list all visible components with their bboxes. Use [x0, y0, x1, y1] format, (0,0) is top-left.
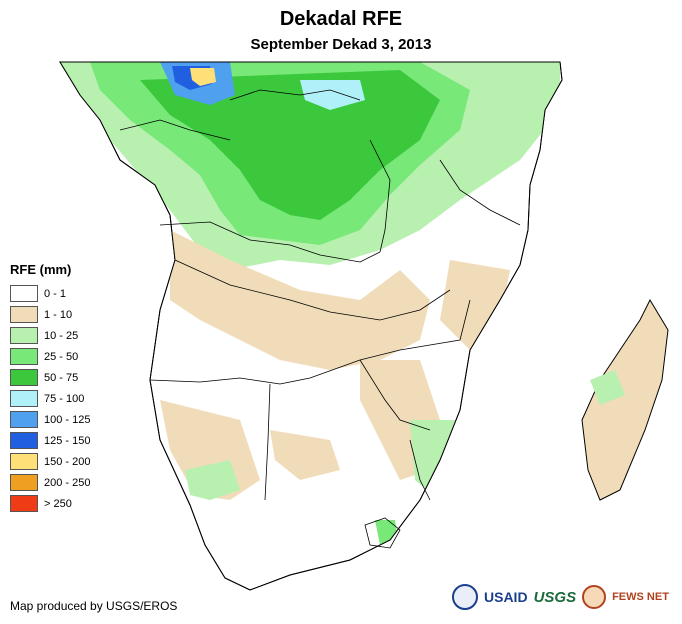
legend-rows: 0 - 1 1 - 10 10 - 25 25 - 50 50 - 75 75 - 100…: [10, 283, 90, 514]
legend-item: 0 - 1: [10, 283, 90, 304]
legend-swatch: [10, 495, 38, 512]
legend-swatch: [10, 474, 38, 491]
fews-net-emblem-icon: [582, 585, 607, 609]
legend-item: 125 - 150: [10, 430, 90, 451]
legend-swatch: [10, 432, 38, 449]
usgs-logo: USGS: [533, 588, 577, 606]
logo-strip: USAID USGS FEWS NET: [452, 584, 669, 610]
legend-swatch: [10, 453, 38, 470]
legend-item: 150 - 200: [10, 451, 90, 472]
legend-item: > 250: [10, 493, 90, 514]
legend-label: 100 - 125: [44, 413, 91, 426]
credit-text: Map produced by USGS/EROS: [10, 599, 178, 613]
legend-item: 100 - 125: [10, 409, 90, 430]
legend-swatch: [10, 411, 38, 428]
legend-swatch: [10, 327, 38, 344]
legend-item: 1 - 10: [10, 304, 90, 325]
legend-label: 0 - 1: [44, 287, 67, 300]
legend-item: 200 - 250: [10, 472, 90, 493]
legend-label: 10 - 25: [44, 329, 79, 342]
legend-swatch: [10, 285, 38, 302]
legend-item: 25 - 50: [10, 346, 90, 367]
legend-item: 50 - 75: [10, 367, 90, 388]
legend-label: 1 - 10: [44, 308, 73, 321]
map-subtitle: September Dekad 3, 2013: [250, 36, 432, 53]
legend-label: 200 - 250: [44, 476, 91, 489]
madagascar: [581, 298, 669, 501]
legend-swatch: [10, 306, 38, 323]
legend-label: 50 - 75: [44, 371, 79, 384]
legend-label: 25 - 50: [44, 350, 79, 363]
legend-swatch: [10, 390, 38, 407]
legend: RFE (mm) 0 - 1 1 - 10 10 - 25 25 - 50 50 - 7…: [10, 262, 90, 514]
legend-swatch: [10, 348, 38, 365]
legend-label: > 250: [44, 497, 72, 510]
usaid-logo: USAID: [484, 589, 528, 605]
legend-item: 75 - 100: [10, 388, 90, 409]
legend-label: 150 - 200: [44, 455, 91, 468]
map-title: Dekadal RFE: [279, 8, 403, 30]
legend-swatch: [10, 369, 38, 386]
legend-item: 10 - 25: [10, 325, 90, 346]
usaid-seal-icon: [452, 584, 478, 610]
legend-label: 75 - 100: [44, 392, 85, 405]
rainfall-layer: [60, 62, 560, 545]
legend-label: 125 - 150: [44, 434, 91, 447]
fews-net-logo: FEWS NET: [612, 591, 669, 603]
legend-title: RFE (mm): [10, 262, 72, 277]
country-borders: [119, 89, 521, 549]
